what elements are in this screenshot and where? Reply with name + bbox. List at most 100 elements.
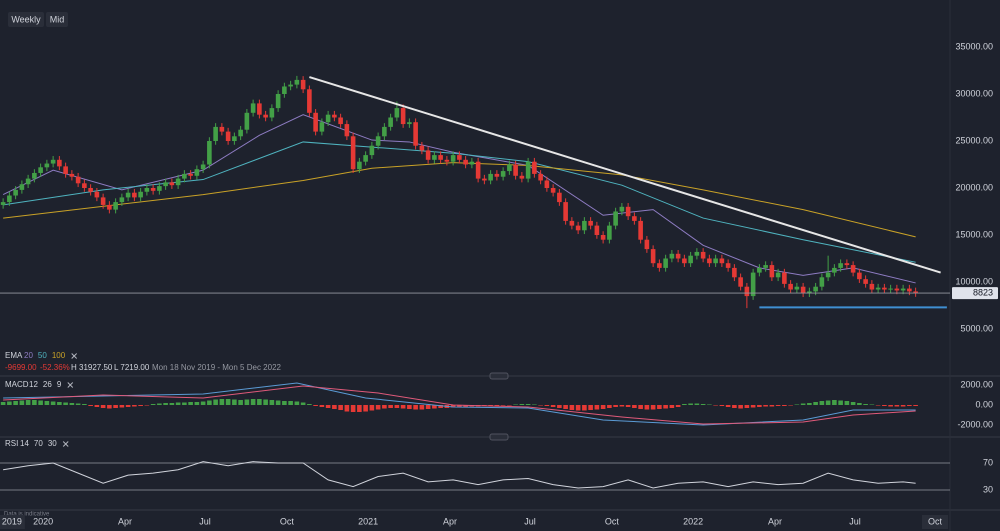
candle-body xyxy=(650,249,656,264)
candle-body xyxy=(350,136,356,170)
histogram-bar xyxy=(200,401,206,405)
histogram-bar xyxy=(688,403,693,405)
candle-body xyxy=(732,267,737,278)
histogram-bar xyxy=(744,405,750,408)
candle-body xyxy=(7,195,12,203)
x-tick-highlight xyxy=(922,515,948,529)
pane-handle[interactable] xyxy=(489,372,509,380)
histogram-bar xyxy=(144,405,150,406)
pane-handle[interactable] xyxy=(489,433,509,441)
y-tick-label: 30 xyxy=(983,484,993,494)
indicator-param: 70 xyxy=(34,439,43,448)
histogram-bar xyxy=(500,405,506,406)
x-tick-label: 2020 xyxy=(33,516,53,526)
candle-body xyxy=(0,202,6,205)
candle-body xyxy=(813,286,818,292)
histogram-bar xyxy=(750,405,756,408)
histogram-bar xyxy=(450,405,456,408)
y-tick-label: 70 xyxy=(983,457,993,467)
y-tick-label: 5000.00 xyxy=(960,323,993,333)
histogram-bar xyxy=(832,400,837,405)
candle-body xyxy=(475,161,481,179)
histogram-bar xyxy=(432,405,437,409)
histogram-bar xyxy=(119,405,125,408)
y-tick-label: 15000.00 xyxy=(955,229,993,239)
candle-body xyxy=(432,155,437,160)
histogram-bar xyxy=(457,405,462,407)
histogram-bar xyxy=(894,405,900,407)
histogram-bar xyxy=(682,404,687,405)
candle-body xyxy=(219,126,225,132)
candle-body xyxy=(775,272,781,278)
price-mode-button[interactable]: Mid xyxy=(46,12,68,27)
candle-body xyxy=(857,272,862,280)
histogram-bar xyxy=(219,399,225,405)
indicator-name: RSI xyxy=(5,439,18,448)
candle-body xyxy=(832,267,837,273)
candle-body xyxy=(700,251,706,259)
histogram-bar xyxy=(400,405,406,409)
candle-body xyxy=(25,178,31,185)
histogram-bar xyxy=(788,405,793,406)
candle-body xyxy=(907,288,912,292)
y-tick-label: 2000.00 xyxy=(960,379,993,389)
histogram-bar xyxy=(532,404,537,405)
candle-body xyxy=(838,263,843,268)
candle-body xyxy=(94,191,100,198)
candle-body xyxy=(769,265,775,278)
histogram-bar xyxy=(819,401,825,405)
candle-body xyxy=(382,126,387,137)
candle-body xyxy=(663,258,668,268)
footer-note: Data is indicative xyxy=(4,512,50,518)
candle-body xyxy=(763,265,768,268)
histogram-bar xyxy=(557,405,562,408)
candle-body xyxy=(419,145,425,151)
stat-range: Mon 18 Nov 2019 - Mon 5 Dec 2022 xyxy=(152,363,282,372)
histogram-bar xyxy=(300,402,306,405)
histogram-bar xyxy=(869,404,875,405)
close-icon xyxy=(62,441,69,447)
histogram-bar xyxy=(19,400,25,405)
histogram-bar xyxy=(707,404,712,405)
close-icon xyxy=(67,382,74,388)
candle-body xyxy=(525,161,531,179)
histogram-bar xyxy=(132,405,137,407)
histogram-bar xyxy=(282,401,287,405)
histogram-bar xyxy=(800,403,806,405)
interval-button[interactable]: Weekly xyxy=(8,12,44,27)
histogram-bar xyxy=(594,405,600,410)
histogram-bar xyxy=(275,400,281,405)
candle-body xyxy=(450,155,456,162)
histogram-bar xyxy=(850,402,856,405)
histogram-bar xyxy=(644,405,650,410)
histogram-bar xyxy=(544,405,550,406)
histogram-bar xyxy=(650,405,656,410)
candle-body xyxy=(607,225,612,240)
candle-body xyxy=(738,277,743,287)
candle-body xyxy=(900,288,906,291)
histogram-bar xyxy=(913,405,918,406)
histogram-bar xyxy=(838,400,843,405)
candle-body xyxy=(669,253,675,259)
y-tick-label: 10000.00 xyxy=(955,276,993,286)
legend-entry: 20 xyxy=(24,351,33,360)
candle-body xyxy=(513,164,518,176)
candle-body xyxy=(344,124,350,137)
candle-body xyxy=(757,267,762,273)
histogram-bar xyxy=(538,405,543,406)
x-tick-label: Oct xyxy=(928,516,943,526)
histogram-bar xyxy=(257,399,262,405)
histogram-bar xyxy=(494,405,500,406)
histogram-bar xyxy=(169,403,175,405)
candle-body xyxy=(850,265,856,273)
histogram-bar xyxy=(582,405,587,411)
histogram-bar xyxy=(394,405,400,408)
candle-body xyxy=(613,211,618,226)
candle-body xyxy=(875,287,881,290)
candle-body xyxy=(88,188,93,192)
histogram-bar xyxy=(382,405,387,409)
histogram-bar xyxy=(388,405,393,408)
candle-body xyxy=(244,112,250,130)
histogram-bar xyxy=(288,401,293,405)
